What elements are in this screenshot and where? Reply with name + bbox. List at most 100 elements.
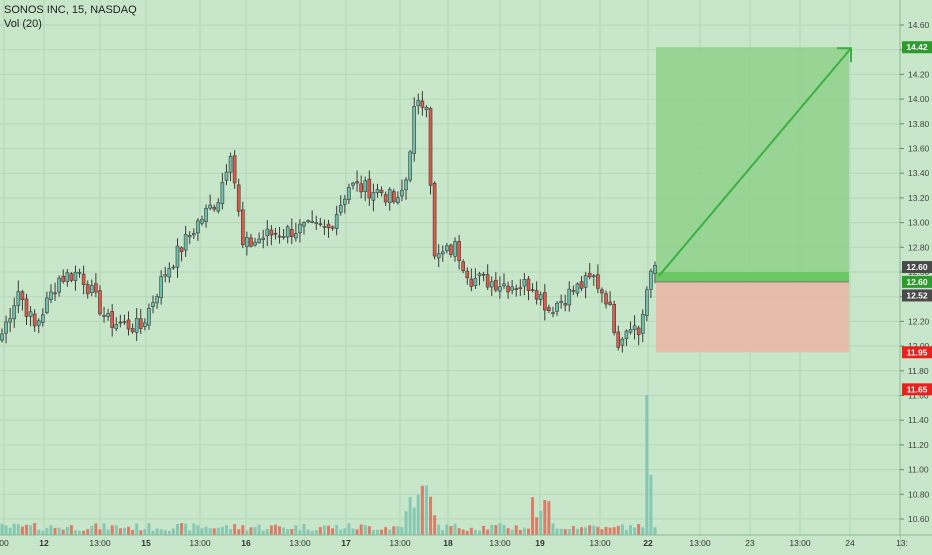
candle-body — [134, 318, 139, 333]
volume-bar — [286, 529, 290, 535]
volume-bar — [306, 529, 310, 535]
time-tick-label: 13:00 — [589, 538, 611, 548]
volume-bar — [584, 527, 588, 535]
candle-body — [428, 108, 433, 186]
time-tick-label: 24 — [845, 538, 855, 548]
volume-bar — [290, 529, 294, 535]
candle-body — [338, 205, 343, 213]
volume-bar — [355, 529, 359, 535]
volume-bar — [653, 527, 657, 535]
candle-body — [41, 314, 45, 323]
candle-body — [645, 289, 649, 316]
candle-body — [343, 198, 347, 205]
volume-bar — [184, 523, 188, 535]
volume-bar — [396, 526, 400, 535]
candle-body — [8, 318, 12, 323]
volume-bar — [261, 530, 265, 535]
candle-body — [77, 271, 82, 274]
candle-body — [0, 333, 4, 341]
price-tick-label: 12.80 — [908, 242, 930, 252]
candle-body — [138, 318, 143, 329]
volume-bar — [310, 530, 314, 535]
volume-bar — [347, 523, 351, 535]
volume-bar — [526, 528, 530, 535]
candle-body — [310, 221, 314, 223]
candle-body — [245, 237, 249, 248]
volume-bar — [159, 529, 163, 535]
time-tick-label: 13:00 — [189, 538, 211, 548]
candle-body — [171, 266, 176, 269]
volume-bar — [555, 528, 559, 535]
position-zones — [656, 47, 849, 353]
candle-body — [306, 220, 310, 223]
candle-body — [391, 191, 396, 203]
volume-bar — [473, 529, 477, 535]
candle-body — [489, 281, 494, 288]
volume-bar — [588, 525, 592, 535]
time-tick-label: 19 — [535, 538, 545, 548]
candle-body — [518, 287, 523, 289]
candle-body — [269, 229, 274, 236]
target-arrow[interactable] — [658, 47, 852, 277]
candle-body — [253, 241, 257, 246]
volume-bar — [12, 523, 16, 535]
candle-body — [45, 297, 49, 313]
candle-body — [416, 100, 421, 106]
volume-bar — [65, 526, 69, 535]
volume-bar — [127, 526, 131, 535]
candle-body — [130, 328, 135, 333]
candle-body — [257, 238, 261, 243]
volume-bar — [412, 507, 416, 535]
candle-body — [285, 226, 290, 238]
candle-body — [347, 187, 351, 200]
time-axis[interactable]: 00 12 13:00 15 13:00 16 13:00 17 13:00 18 13:00 19 1… — [0, 534, 932, 550]
volume-bar — [465, 530, 469, 535]
candle-body — [649, 270, 653, 290]
candle-body — [265, 228, 270, 237]
candle-body — [363, 180, 368, 192]
price-axis[interactable]: 10.60 10.80 11.00 11.20 11.40 11.60 11.80 12.00… — [899, 0, 932, 550]
candle-body — [98, 290, 102, 315]
time-tick-label: 00 — [0, 538, 9, 548]
candle-body — [118, 321, 123, 324]
volume-bar — [327, 525, 330, 535]
candle-body — [502, 283, 506, 287]
candle-body — [110, 311, 114, 328]
volume-bar — [208, 528, 212, 535]
volume-bar — [624, 529, 628, 535]
candle-body — [53, 292, 57, 295]
candle-body — [579, 281, 584, 289]
candle-body — [4, 321, 8, 334]
volume-indicator-label[interactable]: Vol (20) — [4, 18, 42, 30]
volume-bar — [37, 529, 41, 535]
candle-body — [396, 197, 400, 203]
candle-body — [167, 268, 172, 278]
candle-body — [216, 202, 221, 212]
candle-body — [575, 283, 580, 294]
volume-bar — [155, 528, 159, 535]
price-tick-label: 14.00 — [908, 94, 930, 104]
volume-bar — [506, 528, 510, 535]
volume-bar — [118, 528, 122, 535]
price-tick-label: 13.40 — [908, 168, 930, 178]
volume-bar — [449, 526, 453, 535]
candle-body — [457, 241, 461, 262]
candle-body — [461, 261, 465, 272]
volume-bar — [645, 395, 649, 535]
volume-bar — [220, 526, 224, 535]
candle-body — [379, 189, 384, 194]
candle-body — [534, 290, 539, 300]
candle-body — [620, 338, 625, 346]
volume-bar — [143, 529, 147, 535]
volume-bar — [367, 526, 371, 535]
volume-bar — [94, 523, 98, 535]
volume-bar — [265, 529, 269, 535]
candle-body — [20, 291, 25, 300]
volume-bar — [257, 524, 261, 535]
volume-bar — [229, 528, 233, 535]
candle-body — [232, 155, 237, 184]
price-tick-label: 12.00 — [908, 341, 930, 351]
volume-bar — [580, 527, 584, 535]
